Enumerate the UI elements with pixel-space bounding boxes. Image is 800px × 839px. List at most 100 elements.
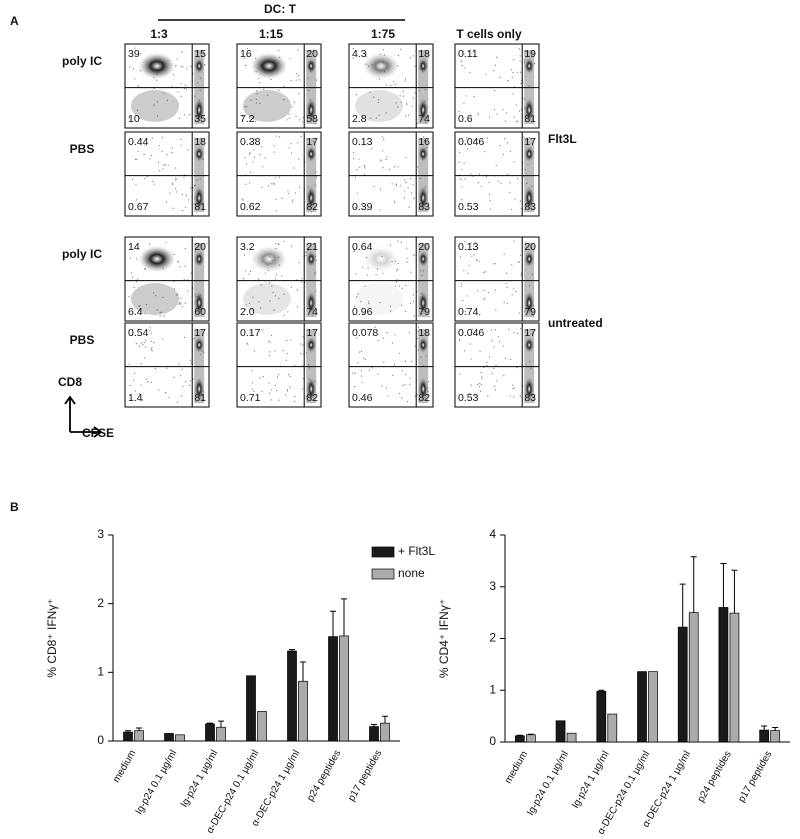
- event-dot: [493, 263, 495, 265]
- event-dot: [394, 83, 396, 86]
- event-dot: [171, 183, 174, 185]
- event-dot: [275, 274, 278, 276]
- bar: [718, 607, 729, 743]
- event-dot: [462, 50, 464, 52]
- event-dot: [423, 139, 426, 142]
- event-dot: [156, 101, 159, 103]
- event-dot: [413, 315, 416, 317]
- event-dot: [494, 263, 496, 265]
- event-dot: [370, 147, 373, 150]
- event-dot: [394, 334, 396, 336]
- event-dot: [247, 343, 249, 345]
- event-dot: [178, 117, 181, 119]
- event-dot: [190, 187, 192, 189]
- event-dot: [509, 395, 511, 397]
- event-dot: [201, 399, 203, 401]
- event-dot: [243, 254, 245, 256]
- event-dot: [463, 162, 465, 164]
- event-dot: [512, 384, 514, 386]
- event-dot: [509, 358, 512, 361]
- event-dot: [183, 87, 186, 90]
- event-dot: [393, 166, 396, 168]
- event-dot: [293, 101, 295, 103]
- event-dot: [204, 64, 206, 66]
- event-dot: [412, 294, 414, 296]
- error-bar: [330, 610, 336, 637]
- event-dot: [254, 121, 256, 123]
- event-dot: [381, 136, 384, 138]
- event-dot: [479, 350, 481, 352]
- event-dot: [187, 149, 189, 151]
- dividing-column: [306, 50, 317, 124]
- event-dot: [422, 270, 424, 272]
- y-tick-label: 1: [97, 665, 104, 679]
- event-dot: [461, 65, 463, 67]
- bar: [369, 726, 379, 742]
- event-dot: [286, 352, 289, 355]
- event-dot: [259, 377, 261, 379]
- event-dot: [250, 332, 252, 334]
- event-dot: [414, 395, 416, 397]
- event-dot: [358, 158, 360, 160]
- event-dot: [244, 157, 246, 159]
- event-dot: [487, 395, 489, 397]
- event-dot: [522, 97, 524, 99]
- event-dot: [459, 340, 461, 342]
- panel-label: B: [10, 500, 19, 514]
- event-dot: [396, 279, 398, 281]
- event-dot: [458, 110, 460, 113]
- event-dot: [246, 106, 248, 108]
- y-axis-label: CD8: [58, 375, 82, 389]
- event-dot: [505, 120, 507, 122]
- event-dot: [286, 119, 288, 121]
- event-dot: [193, 338, 195, 340]
- event-dot: [494, 389, 497, 391]
- event-dot: [510, 208, 513, 211]
- event-dot: [401, 370, 404, 372]
- event-dot: [410, 192, 413, 194]
- error-bar: [679, 583, 686, 628]
- event-dot: [144, 346, 147, 348]
- quadrant-value: 4.3: [352, 48, 367, 60]
- quadrant-value: 0.11: [458, 48, 478, 60]
- event-dot: [245, 304, 247, 306]
- event-dot: [135, 281, 138, 283]
- event-dot: [464, 178, 466, 180]
- event-dot: [417, 349, 419, 351]
- event-dot: [199, 178, 201, 180]
- event-dot: [269, 341, 271, 343]
- quadrant-value: 16: [418, 136, 430, 148]
- event-dot: [476, 383, 479, 385]
- event-dot: [409, 383, 411, 385]
- event-dot: [390, 85, 392, 87]
- event-dot: [389, 305, 392, 307]
- cluster: [363, 53, 399, 79]
- event-dot: [278, 49, 280, 52]
- event-dot: [129, 384, 131, 387]
- event-dot: [409, 377, 411, 379]
- event-dot: [297, 142, 299, 144]
- event-dot: [397, 240, 399, 242]
- event-dot: [467, 119, 470, 121]
- cluster: [524, 58, 535, 74]
- event-dot: [286, 390, 288, 392]
- event-dot: [475, 241, 477, 243]
- event-dot: [357, 293, 359, 295]
- event-dot: [164, 392, 167, 394]
- bar: [175, 734, 185, 742]
- bar: [123, 731, 133, 742]
- event-dot: [145, 378, 147, 380]
- y-tick-label: 1: [489, 682, 496, 696]
- event-dot: [394, 202, 396, 204]
- event-dot: [366, 274, 369, 276]
- event-dot: [176, 401, 179, 403]
- event-dot: [392, 374, 394, 376]
- event-dot: [382, 272, 384, 274]
- event-dot: [413, 55, 415, 57]
- event-dot: [496, 380, 498, 382]
- event-dot: [353, 250, 355, 252]
- event-dot: [258, 154, 261, 156]
- event-dot: [151, 347, 153, 349]
- event-dot: [414, 254, 416, 256]
- bar: [759, 729, 769, 743]
